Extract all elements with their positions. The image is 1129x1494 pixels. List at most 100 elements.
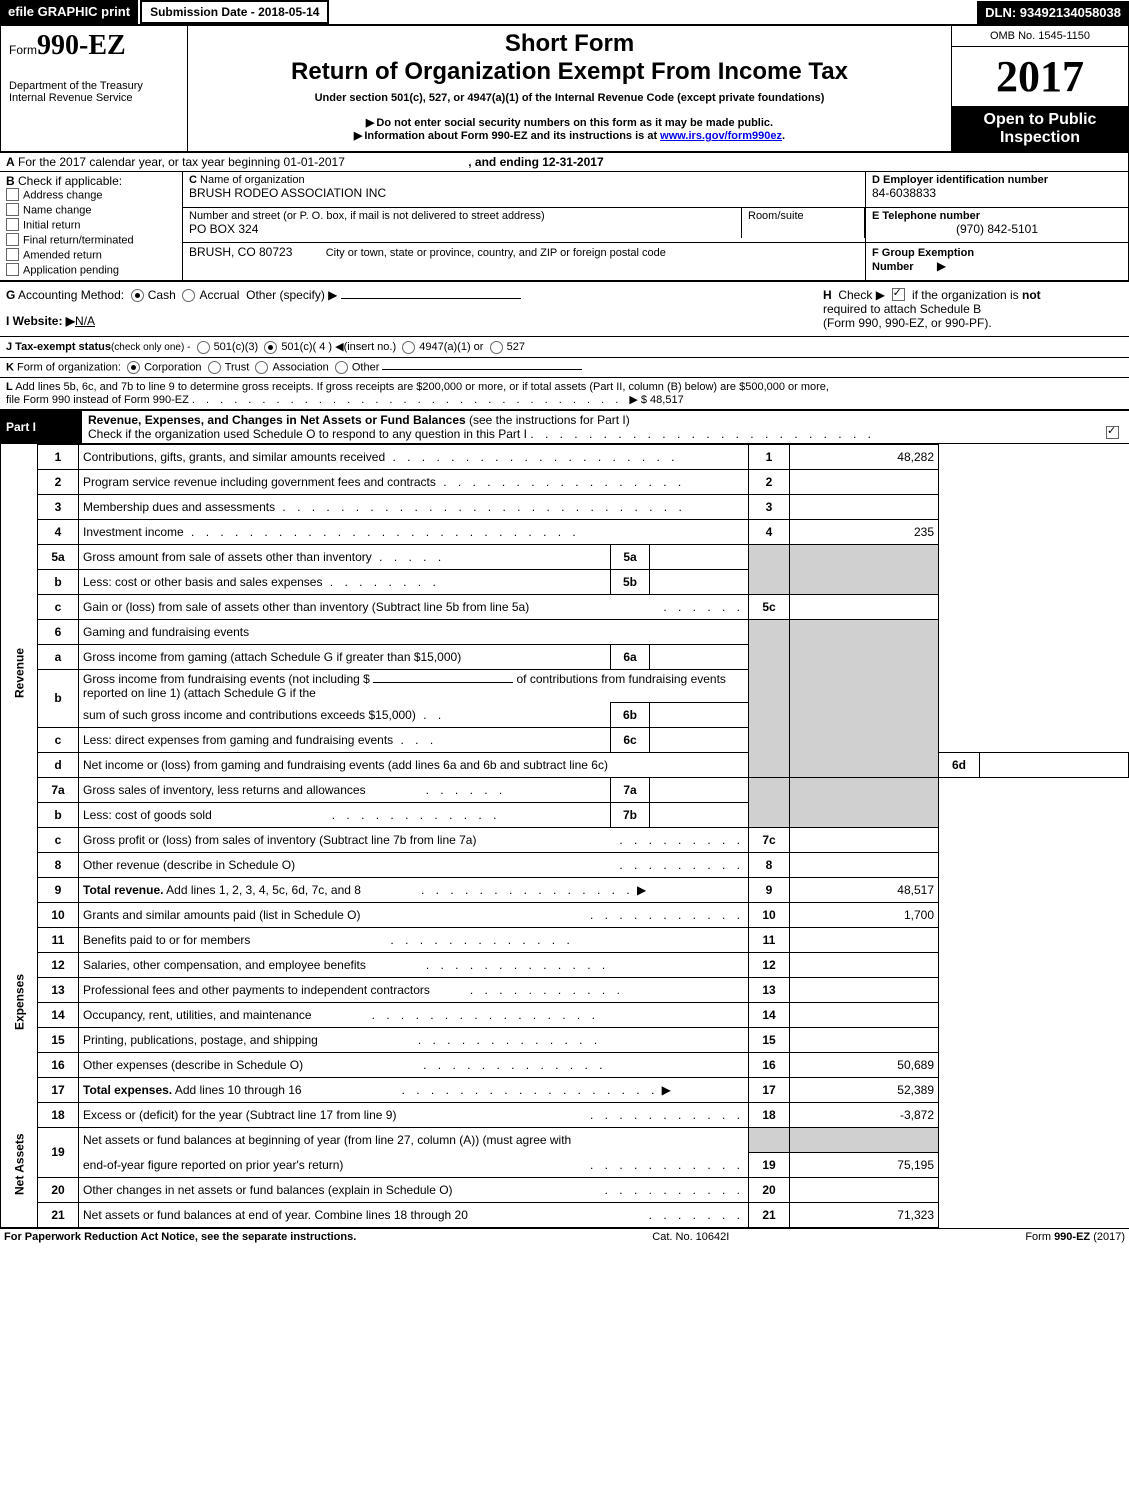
form-number: 990-EZ [37,30,126,61]
line-d-label: D Employer identification number [872,174,1122,186]
checkbox-name-change[interactable]: Name change [6,203,176,218]
other-specify: Other (specify) ▶ [246,288,337,302]
line-15-amount [790,1027,939,1052]
line-20-amount [790,1177,939,1202]
radio-4947[interactable] [402,341,415,354]
radio-527[interactable] [490,341,503,354]
instructions-suffix: . [782,130,785,142]
street-label: Number and street (or P. O. box, if mail… [189,210,735,222]
line-19-row1: 19 Net assets or fund balances at beginn… [1,1127,1129,1152]
line-c-text: Name of organization [200,174,305,186]
checkbox-initial-return[interactable]: Initial return [6,218,176,233]
footer-left: For Paperwork Reduction Act Notice, see … [4,1231,356,1243]
street-value: PO BOX 324 [189,222,735,236]
line-l-amount: $ 48,517 [641,394,684,406]
line-7b-inner-amount [650,802,749,827]
checkbox-schedule-b-not-required[interactable] [892,288,905,301]
form-990ez-page: efile GRAPHIC print Submission Date - 20… [0,0,1129,1245]
radio-corporation[interactable] [127,361,140,374]
line-l-text1: Add lines 5b, 6c, and 7b to line 9 to de… [15,381,829,393]
title-short-form: Short Form [196,30,943,58]
radio-cash[interactable] [131,289,144,302]
omb-number: OMB No. 1545-1150 [952,25,1129,47]
checkbox-application-pending[interactable]: Application pending [6,263,176,278]
dln-label: DLN: 93492134058038 [977,1,1129,24]
part-i-table: Revenue 1 Contributions, gifts, grants, … [0,444,1129,1228]
line-10-amount: 1,700 [790,902,939,927]
line-h-label: H [823,288,832,302]
line-13-amount [790,977,939,1002]
radio-trust[interactable] [208,361,221,374]
line-17-amount: 52,389 [790,1077,939,1102]
line-g-label: G [6,288,15,302]
line-12-row: 12 Salaries, other compensation, and emp… [1,952,1129,977]
line-i-label: I Website: ▶ [6,314,75,328]
line-h-req: required to attach Schedule B [823,302,981,316]
part-i-note: (see the instructions for Part I) [466,413,630,427]
line-k-label: K [6,361,14,373]
line-6a-inner-amount [650,644,749,669]
submission-date-label: Submission Date - 2018-05-14 [140,0,329,24]
line-a-ending: , and ending 12-31-2017 [468,155,603,169]
line-17-row: 17 Total expenses. Add lines 10 through … [1,1077,1129,1102]
department-label: Department of the Treasury Internal Reve… [9,62,179,104]
line-15-row: 15 Printing, publications, postage, and … [1,1027,1129,1052]
checkbox-final-return[interactable]: Final return/terminated [6,233,176,248]
ein-value: 84-6038833 [872,186,1122,200]
top-bar: efile GRAPHIC print Submission Date - 20… [0,0,1129,24]
line-10-row: Expenses 10 Grants and similar amounts p… [1,902,1129,927]
radio-501c[interactable] [264,341,277,354]
checkbox-amended-return[interactable]: Amended return [6,248,176,263]
line-14-row: 14 Occupancy, rent, utilities, and maint… [1,1002,1129,1027]
line-4-amount: 235 [790,519,939,544]
line-c-label: C [189,174,197,186]
line-b-text: Check if applicable: [18,174,122,188]
line-a-text: For the 2017 calendar year, or tax year … [18,155,345,169]
line-19-amount: 75,195 [790,1152,939,1177]
efile-graphic-print-label: efile GRAPHIC print [0,0,138,24]
line-11-row: 11 Benefits paid to or for members. . . … [1,927,1129,952]
line-6-row: 6 Gaming and fundraising events [1,619,1129,644]
radio-other-org[interactable] [335,361,348,374]
ssn-warning: Do not enter social security numbers on … [196,116,943,129]
line-6b-inner-amount [650,702,749,727]
revenue-vertical-label: Revenue [1,444,38,902]
city-label: City or town, state or province, country… [326,247,666,259]
radio-association[interactable] [255,361,268,374]
line-h-check: Check ▶ [838,288,885,302]
line-l-label: L [6,381,13,393]
line-6d-amount [980,752,1129,777]
line-2-amount [790,469,939,494]
line-14-amount [790,1002,939,1027]
line-13-row: 13 Professional fees and other payments … [1,977,1129,1002]
top-bar-left: efile GRAPHIC print Submission Date - 20… [0,0,329,24]
checkbox-schedule-o-part1[interactable] [1106,426,1119,439]
line-12-amount [790,952,939,977]
line-4-row: 4 Investment income . . . . . . . . . . … [1,519,1129,544]
radio-accrual[interactable] [182,289,195,302]
expenses-vertical-label: Expenses [1,902,38,1102]
line-20-row: 20 Other changes in net assets or fund b… [1,1177,1129,1202]
line-3-amount [790,494,939,519]
net-assets-vertical-label: Net Assets [1,1102,38,1227]
line-9-amount: 48,517 [790,877,939,902]
radio-501c3[interactable] [197,341,210,354]
checkbox-address-change[interactable]: Address change [6,188,176,203]
line-5c-amount [790,594,939,619]
footer-right: Form 990-EZ (2017) [1025,1231,1125,1243]
line-h-form: (Form 990, 990-EZ, or 990-PF). [823,316,992,330]
line-5a-inner-amount [650,544,749,569]
line-5a-row: 5a Gross amount from sale of assets othe… [1,544,1129,569]
line-1-amount: 48,282 [790,444,939,469]
line-6b-row2: sum of such gross income and contributio… [1,702,1129,727]
open-to-public-label: Open to Public Inspection [952,107,1129,153]
line-b-label: B [6,174,15,188]
form-header-table: Form990-EZ Department of the Treasury In… [0,24,1129,153]
part-i-check-text: Check if the organization used Schedule … [88,427,527,441]
line-7c-row: c Gross profit or (loss) from sales of i… [1,827,1129,852]
instructions-link[interactable]: www.irs.gov/form990ez [660,130,782,142]
line-8-amount [790,852,939,877]
line-e-label: E Telephone number [872,210,1122,222]
line-9-row: 9 Total revenue. Add lines 1, 2, 3, 4, 5… [1,877,1129,902]
check-if-applicable-cell: B Check if applicable: Address change Na… [0,172,183,282]
